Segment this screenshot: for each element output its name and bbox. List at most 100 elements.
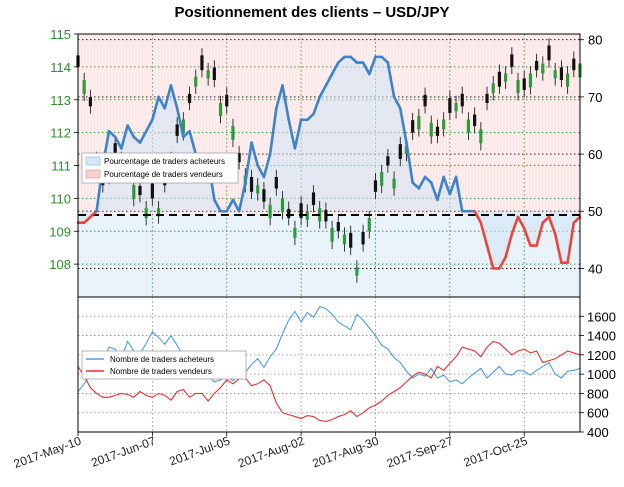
- percent-tick-label: 60: [588, 147, 602, 162]
- date-tick-label: 2017-Jun-07: [89, 434, 157, 470]
- candle-body: [200, 55, 204, 71]
- percent-segment: [330, 61, 340, 76]
- candle-body: [454, 103, 458, 112]
- percent-segment: [275, 84, 284, 110]
- percent-area-fill: [78, 56, 580, 269]
- bottom-panel-frame: [77, 296, 581, 433]
- candle-body: [504, 73, 508, 82]
- candle-body: [522, 78, 526, 90]
- candle-body: [293, 227, 297, 238]
- candle-body: [342, 234, 347, 245]
- candle-body: [336, 222, 340, 232]
- candle-body: [479, 129, 483, 144]
- percent-segment: [113, 135, 123, 150]
- candle-body: [417, 116, 421, 130]
- candle-body: [367, 218, 371, 232]
- percent-tick-label: 40: [588, 261, 602, 276]
- percent-segment: [306, 112, 315, 122]
- date-tick-label: 2017-Aug-30: [311, 434, 381, 471]
- percent-axis: 40 50 60 70 80: [580, 33, 602, 276]
- percent-segment: [82, 215, 92, 224]
- bottom-legend-box: [81, 350, 247, 380]
- percent-segment: [405, 141, 414, 184]
- candle-body: [144, 208, 148, 219]
- candle-body: [497, 71, 502, 87]
- date-axis: 2017-May-10 2017-Jun-07 2017-Jul-05 2017-Au…: [12, 432, 530, 471]
- price-tick-label: 112: [50, 126, 71, 141]
- candle-body: [541, 63, 545, 74]
- legend-buyers-count: Nombre de traders acheteurs: [110, 355, 214, 364]
- candle-body: [442, 119, 446, 130]
- count-tick-label: 400: [587, 425, 609, 440]
- percent-segment: [213, 198, 222, 213]
- candle-body: [466, 119, 471, 133]
- percent-segment: [138, 129, 148, 144]
- candle-body: [411, 120, 415, 133]
- candle-body: [262, 189, 266, 202]
- candle-body: [491, 83, 495, 94]
- percent-segment: [244, 141, 253, 184]
- percent-buyers-line: [76, 55, 582, 270]
- percent-segment: [132, 135, 142, 144]
- percent-segment: [386, 61, 396, 99]
- legend-buyers-percent: Pourcentage de traders acheteurs: [104, 157, 225, 166]
- count-axis: 400 600 800 1000 1200 1400 1600: [580, 309, 616, 440]
- candle-body: [187, 93, 192, 104]
- percent-segment: [256, 164, 266, 179]
- percent-segment: [417, 175, 427, 190]
- count-tick-label: 1400: [587, 329, 616, 344]
- buyers-count-line: [77, 305, 581, 392]
- percent-segment: [312, 95, 322, 116]
- candle-body: [566, 73, 570, 87]
- candle-body: [268, 204, 272, 219]
- chart-title: Positionnement des clients – USD/JPY: [174, 4, 450, 21]
- percent-segment: [535, 221, 545, 247]
- candle-body: [553, 70, 557, 79]
- percent-segment: [188, 129, 198, 156]
- price-tick-label: 109: [49, 224, 71, 239]
- candle-body: [206, 70, 210, 79]
- buyers-percent-swatch: [85, 156, 101, 166]
- percent-segment: [566, 221, 576, 264]
- date-tick-label: 2017-May-10: [12, 434, 84, 471]
- candle-body: [547, 45, 551, 61]
- percent-segment: [163, 84, 173, 110]
- candle-body: [256, 185, 260, 194]
- date-tick-label: 2017-Aug-02: [236, 434, 306, 471]
- percent-area: [78, 56, 580, 269]
- price-candles: [76, 38, 582, 283]
- top-legend: Pourcentage de traders acheteurs Pourcen…: [81, 152, 239, 184]
- percent-segment: [510, 215, 520, 236]
- candle-body: [311, 192, 316, 205]
- percent-segment: [126, 124, 136, 139]
- candle-body: [280, 198, 285, 213]
- count-lines: [77, 305, 581, 422]
- percent-segment: [442, 175, 452, 196]
- count-tick-label: 600: [587, 406, 609, 421]
- candle-body: [386, 156, 390, 166]
- percent-segment: [287, 118, 297, 150]
- percent-segment: [281, 84, 291, 122]
- candle-body: [138, 185, 142, 196]
- percent-segment: [485, 244, 495, 270]
- percent-segment: [522, 227, 532, 247]
- percent-segment: [175, 107, 185, 139]
- percent-segment: [324, 72, 334, 87]
- sellers-count-line: [77, 340, 581, 422]
- percent-segment: [498, 255, 507, 270]
- candle-body: [175, 124, 179, 136]
- candle-body: [448, 98, 452, 113]
- candle-body: [218, 103, 223, 117]
- percent-segment: [262, 152, 272, 179]
- percent-segment: [225, 198, 235, 213]
- percent-segment: [504, 232, 514, 259]
- percent-segment: [336, 55, 346, 64]
- date-tick-label: 2017-Oct-25: [462, 434, 530, 470]
- percent-segment: [151, 95, 160, 122]
- candle-body: [380, 172, 384, 186]
- percent-segment: [318, 84, 328, 99]
- candle-body: [287, 208, 291, 219]
- candle-body: [460, 93, 464, 107]
- percent-segment: [429, 181, 439, 202]
- candle-body: [237, 153, 241, 163]
